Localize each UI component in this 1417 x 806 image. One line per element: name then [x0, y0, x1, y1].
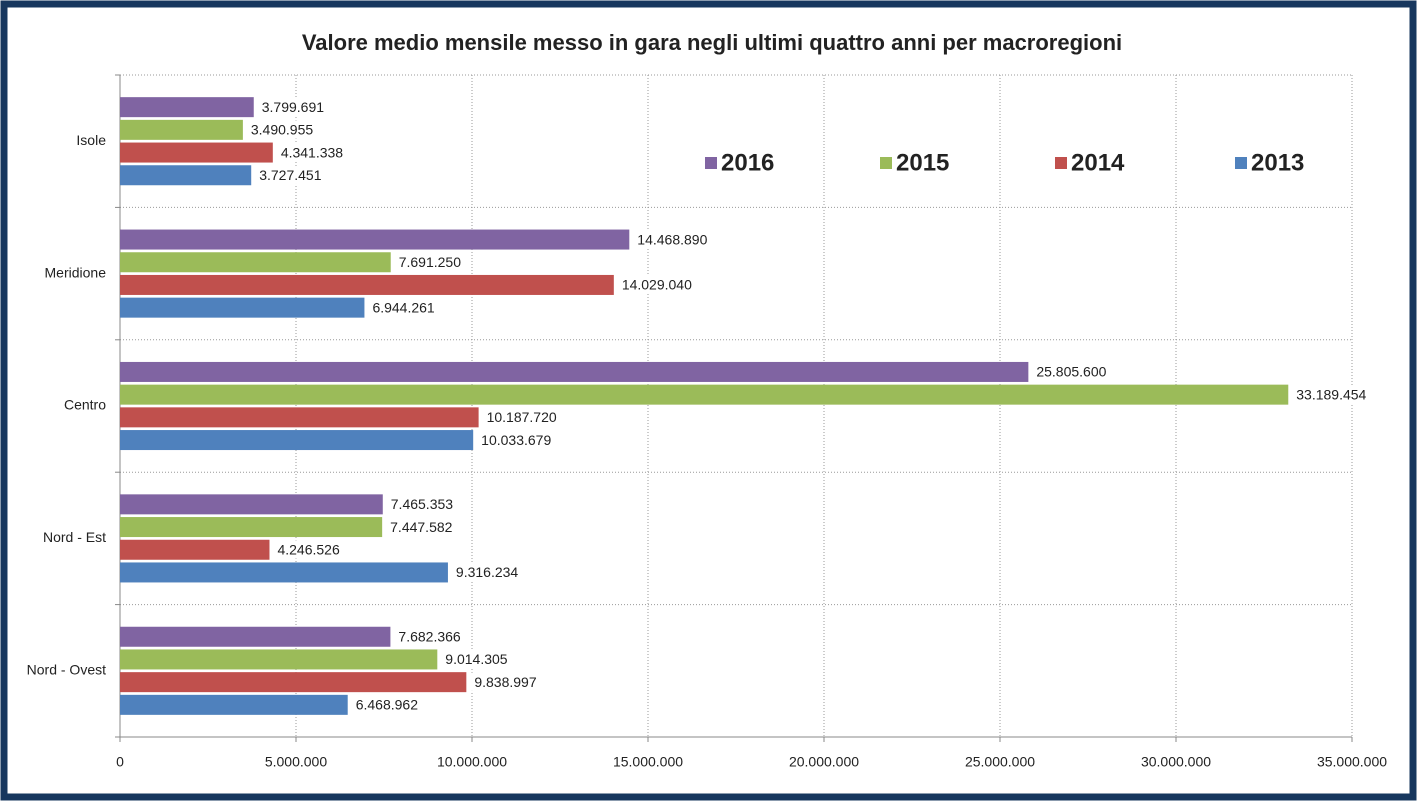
legend-swatch: [1235, 157, 1247, 169]
value-label: 6.944.261: [372, 299, 434, 315]
bar: [120, 229, 630, 250]
value-label: 10.187.720: [487, 409, 557, 425]
bar: [120, 384, 1289, 405]
x-tick-label: 5.000.000: [265, 754, 327, 770]
value-label-bg: [471, 672, 540, 691]
value-label-bg: [634, 230, 711, 249]
value-label-bg: [395, 252, 465, 271]
value-label: 14.029.040: [622, 277, 692, 293]
bar: [120, 562, 448, 583]
value-label: 9.014.305: [445, 651, 507, 667]
y-tick-label: Centro: [64, 397, 106, 413]
bar: [120, 407, 479, 428]
legend-label: 2016: [721, 149, 774, 176]
bar: [120, 165, 252, 186]
x-tick-label: 20.000.000: [789, 754, 859, 770]
value-label-bg: [478, 430, 555, 449]
bar: [120, 649, 438, 670]
chart-title: Valore medio mensile messo in gara negli…: [302, 30, 1122, 55]
bar: [120, 119, 243, 140]
value-label-bg: [387, 495, 457, 514]
value-label: 14.468.890: [637, 231, 707, 247]
value-label: 25.805.600: [1036, 364, 1106, 380]
value-label: 4.246.526: [277, 541, 339, 557]
value-label: 3.490.955: [251, 122, 313, 138]
x-tick-label: 0: [116, 754, 124, 770]
bar: [120, 494, 383, 515]
value-label: 10.033.679: [481, 432, 551, 448]
value-label-bg: [277, 143, 347, 162]
bar: [120, 274, 614, 295]
bar: [120, 252, 391, 273]
bar: [120, 517, 383, 538]
x-tick-label: 10.000.000: [437, 754, 507, 770]
x-tick-label: 15.000.000: [613, 754, 683, 770]
legend-swatch: [705, 157, 717, 169]
bar: [120, 297, 365, 318]
x-tick-label: 30.000.000: [1141, 754, 1211, 770]
value-label-bg: [369, 298, 438, 317]
bar: [120, 626, 391, 647]
legend-label: 2014: [1071, 149, 1125, 176]
value-label-bg: [247, 120, 317, 139]
value-label-bg: [1293, 385, 1370, 404]
y-tick-label: Isole: [76, 132, 106, 148]
value-label-bg: [274, 540, 343, 559]
value-label-bg: [1033, 362, 1110, 381]
value-label: 4.341.338: [281, 144, 343, 160]
value-label: 33.189.454: [1296, 386, 1366, 402]
value-label: 7.447.582: [390, 519, 452, 535]
bar: [120, 361, 1029, 382]
legend-swatch: [1055, 157, 1067, 169]
value-label: 7.682.366: [398, 628, 460, 644]
value-label: 7.465.353: [391, 496, 453, 512]
bar: [120, 97, 254, 118]
value-label: 9.316.234: [456, 564, 518, 580]
value-label-bg: [395, 627, 464, 646]
value-label-bg: [442, 650, 511, 669]
bar: [120, 142, 273, 163]
legend-label: 2015: [896, 149, 949, 176]
value-label-bg: [256, 165, 325, 184]
bar: [120, 539, 270, 560]
bar: [120, 430, 474, 451]
bar: [120, 672, 467, 693]
value-label-bg: [483, 408, 560, 427]
value-label-bg: [387, 517, 456, 536]
x-tick-label: 35.000.000: [1317, 754, 1387, 770]
legend-label: 2013: [1251, 149, 1304, 176]
value-label: 3.799.691: [262, 99, 324, 115]
value-label: 7.691.250: [399, 254, 461, 270]
value-label-bg: [258, 97, 328, 116]
value-label-bg: [618, 275, 696, 294]
value-label: 6.468.962: [356, 697, 418, 713]
value-label: 9.838.997: [474, 674, 536, 690]
x-tick-label: 25.000.000: [965, 754, 1035, 770]
value-label: 3.727.451: [259, 167, 321, 183]
value-label-bg: [452, 563, 522, 582]
legend-swatch: [880, 157, 892, 169]
y-tick-label: Nord - Est: [43, 529, 106, 545]
y-tick-label: Meridione: [45, 264, 107, 280]
value-label-bg: [352, 695, 422, 714]
y-tick-label: Nord - Ovest: [27, 662, 106, 678]
bar: [120, 694, 348, 715]
